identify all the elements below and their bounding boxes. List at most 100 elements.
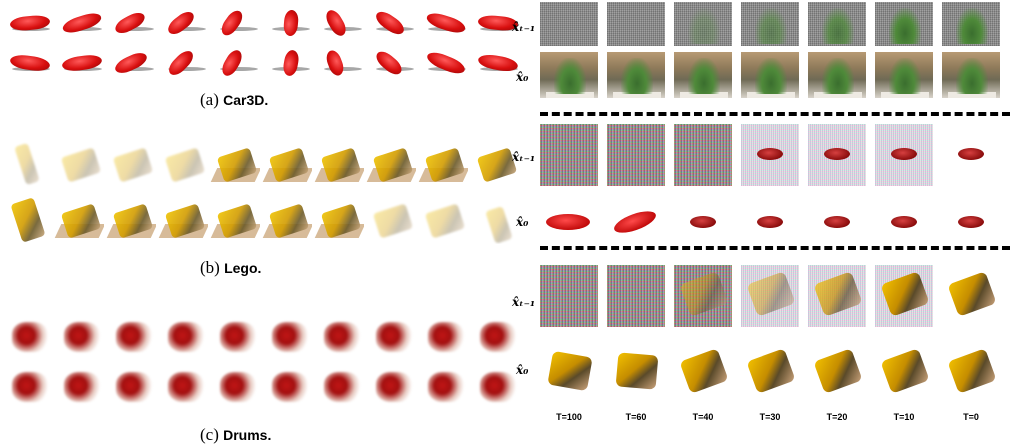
car-noisy-sample <box>607 124 665 186</box>
lego-prediction <box>942 342 1000 404</box>
row-label-xt: x̂ₜ₋₁ <box>512 295 536 309</box>
plant-prediction <box>674 52 732 98</box>
caption-lego: (b) Lego. <box>200 258 262 277</box>
drums-view <box>106 362 164 410</box>
lego-prediction <box>875 342 933 404</box>
row-label-xt: x̂ₜ₋₁ <box>512 150 536 164</box>
lego-noisy-sample <box>741 265 799 327</box>
lego-view <box>52 140 110 188</box>
car-view <box>470 40 528 88</box>
lego-noisy-sample <box>674 265 732 327</box>
car-prediction <box>741 192 799 254</box>
drums-view <box>106 312 164 360</box>
caption-car3d: (a) Car3D. <box>200 90 269 109</box>
car-prediction <box>674 192 732 254</box>
lego-prediction <box>540 342 598 404</box>
car-view <box>366 40 424 88</box>
car-prediction <box>942 192 1000 254</box>
car-noisy-sample <box>942 124 1000 186</box>
car-view <box>314 40 372 88</box>
lego-view <box>312 140 370 188</box>
lego-view <box>416 140 474 188</box>
lego-view <box>52 196 110 244</box>
lego-prediction <box>741 342 799 404</box>
plant-noisy-sample <box>674 2 732 46</box>
drums-view <box>54 362 112 410</box>
drums-view <box>366 362 424 410</box>
drums-view <box>2 312 60 360</box>
lego-view <box>468 196 526 244</box>
plant-noisy-sample <box>875 2 933 46</box>
drums-view <box>470 362 528 410</box>
lego-view <box>260 140 318 188</box>
lego-view <box>0 140 58 188</box>
car-noisy-sample <box>741 124 799 186</box>
lego-view <box>468 140 526 188</box>
caption-drums: (c) Drums. <box>200 425 272 444</box>
lego-view <box>156 140 214 188</box>
car-noisy-sample <box>808 124 866 186</box>
plant-noisy-sample <box>540 2 598 46</box>
row-label-x0: x̂₀ <box>516 215 529 229</box>
drums-view <box>158 362 216 410</box>
timestep-label: T=60 <box>625 412 647 422</box>
lego-view <box>364 196 422 244</box>
lego-noisy-sample <box>942 265 1000 327</box>
drums-view <box>210 362 268 410</box>
timestep-label: T=0 <box>963 412 979 422</box>
car-prediction <box>540 192 598 254</box>
drums-view <box>262 312 320 360</box>
plant-prediction <box>808 52 866 98</box>
timestep-label: T=20 <box>826 412 848 422</box>
plant-prediction <box>540 52 598 98</box>
drums-view <box>418 312 476 360</box>
row-label-x0: x̂₀ <box>516 70 529 84</box>
timestep-label: T=40 <box>692 412 714 422</box>
car-prediction <box>808 192 866 254</box>
drums-view <box>314 312 372 360</box>
separator-line <box>540 246 1010 250</box>
car-prediction <box>875 192 933 254</box>
row-label-x0: x̂₀ <box>516 363 529 377</box>
car-view <box>158 40 216 88</box>
lego-view <box>312 196 370 244</box>
lego-view <box>208 196 266 244</box>
drums-view <box>262 362 320 410</box>
car-view <box>54 40 112 88</box>
lego-view <box>208 140 266 188</box>
lego-view <box>156 196 214 244</box>
timestep-label: T=10 <box>893 412 915 422</box>
plant-noisy-sample <box>607 2 665 46</box>
car-prediction <box>607 192 665 254</box>
car-noisy-sample <box>540 124 598 186</box>
lego-view <box>104 140 162 188</box>
separator-line <box>540 112 1010 116</box>
lego-view <box>104 196 162 244</box>
lego-noisy-sample <box>875 265 933 327</box>
car-view <box>106 40 164 88</box>
lego-view <box>0 196 58 244</box>
drums-view <box>54 312 112 360</box>
car-view <box>210 40 268 88</box>
drums-view <box>418 362 476 410</box>
plant-prediction <box>741 52 799 98</box>
timestep-label: T=30 <box>759 412 781 422</box>
plant-prediction <box>942 52 1000 98</box>
lego-view <box>260 196 318 244</box>
car-view <box>262 40 320 88</box>
lego-prediction <box>607 342 665 404</box>
car-view <box>418 40 476 88</box>
drums-view <box>2 362 60 410</box>
lego-noisy-sample <box>607 265 665 327</box>
plant-noisy-sample <box>808 2 866 46</box>
plant-prediction <box>607 52 665 98</box>
row-label-xt: x̂ₜ₋₁ <box>512 20 536 34</box>
car-view <box>2 40 60 88</box>
drums-view <box>470 312 528 360</box>
drums-view <box>314 362 372 410</box>
lego-prediction <box>808 342 866 404</box>
drums-view <box>366 312 424 360</box>
lego-noisy-sample <box>808 265 866 327</box>
car-noisy-sample <box>875 124 933 186</box>
drums-view <box>158 312 216 360</box>
